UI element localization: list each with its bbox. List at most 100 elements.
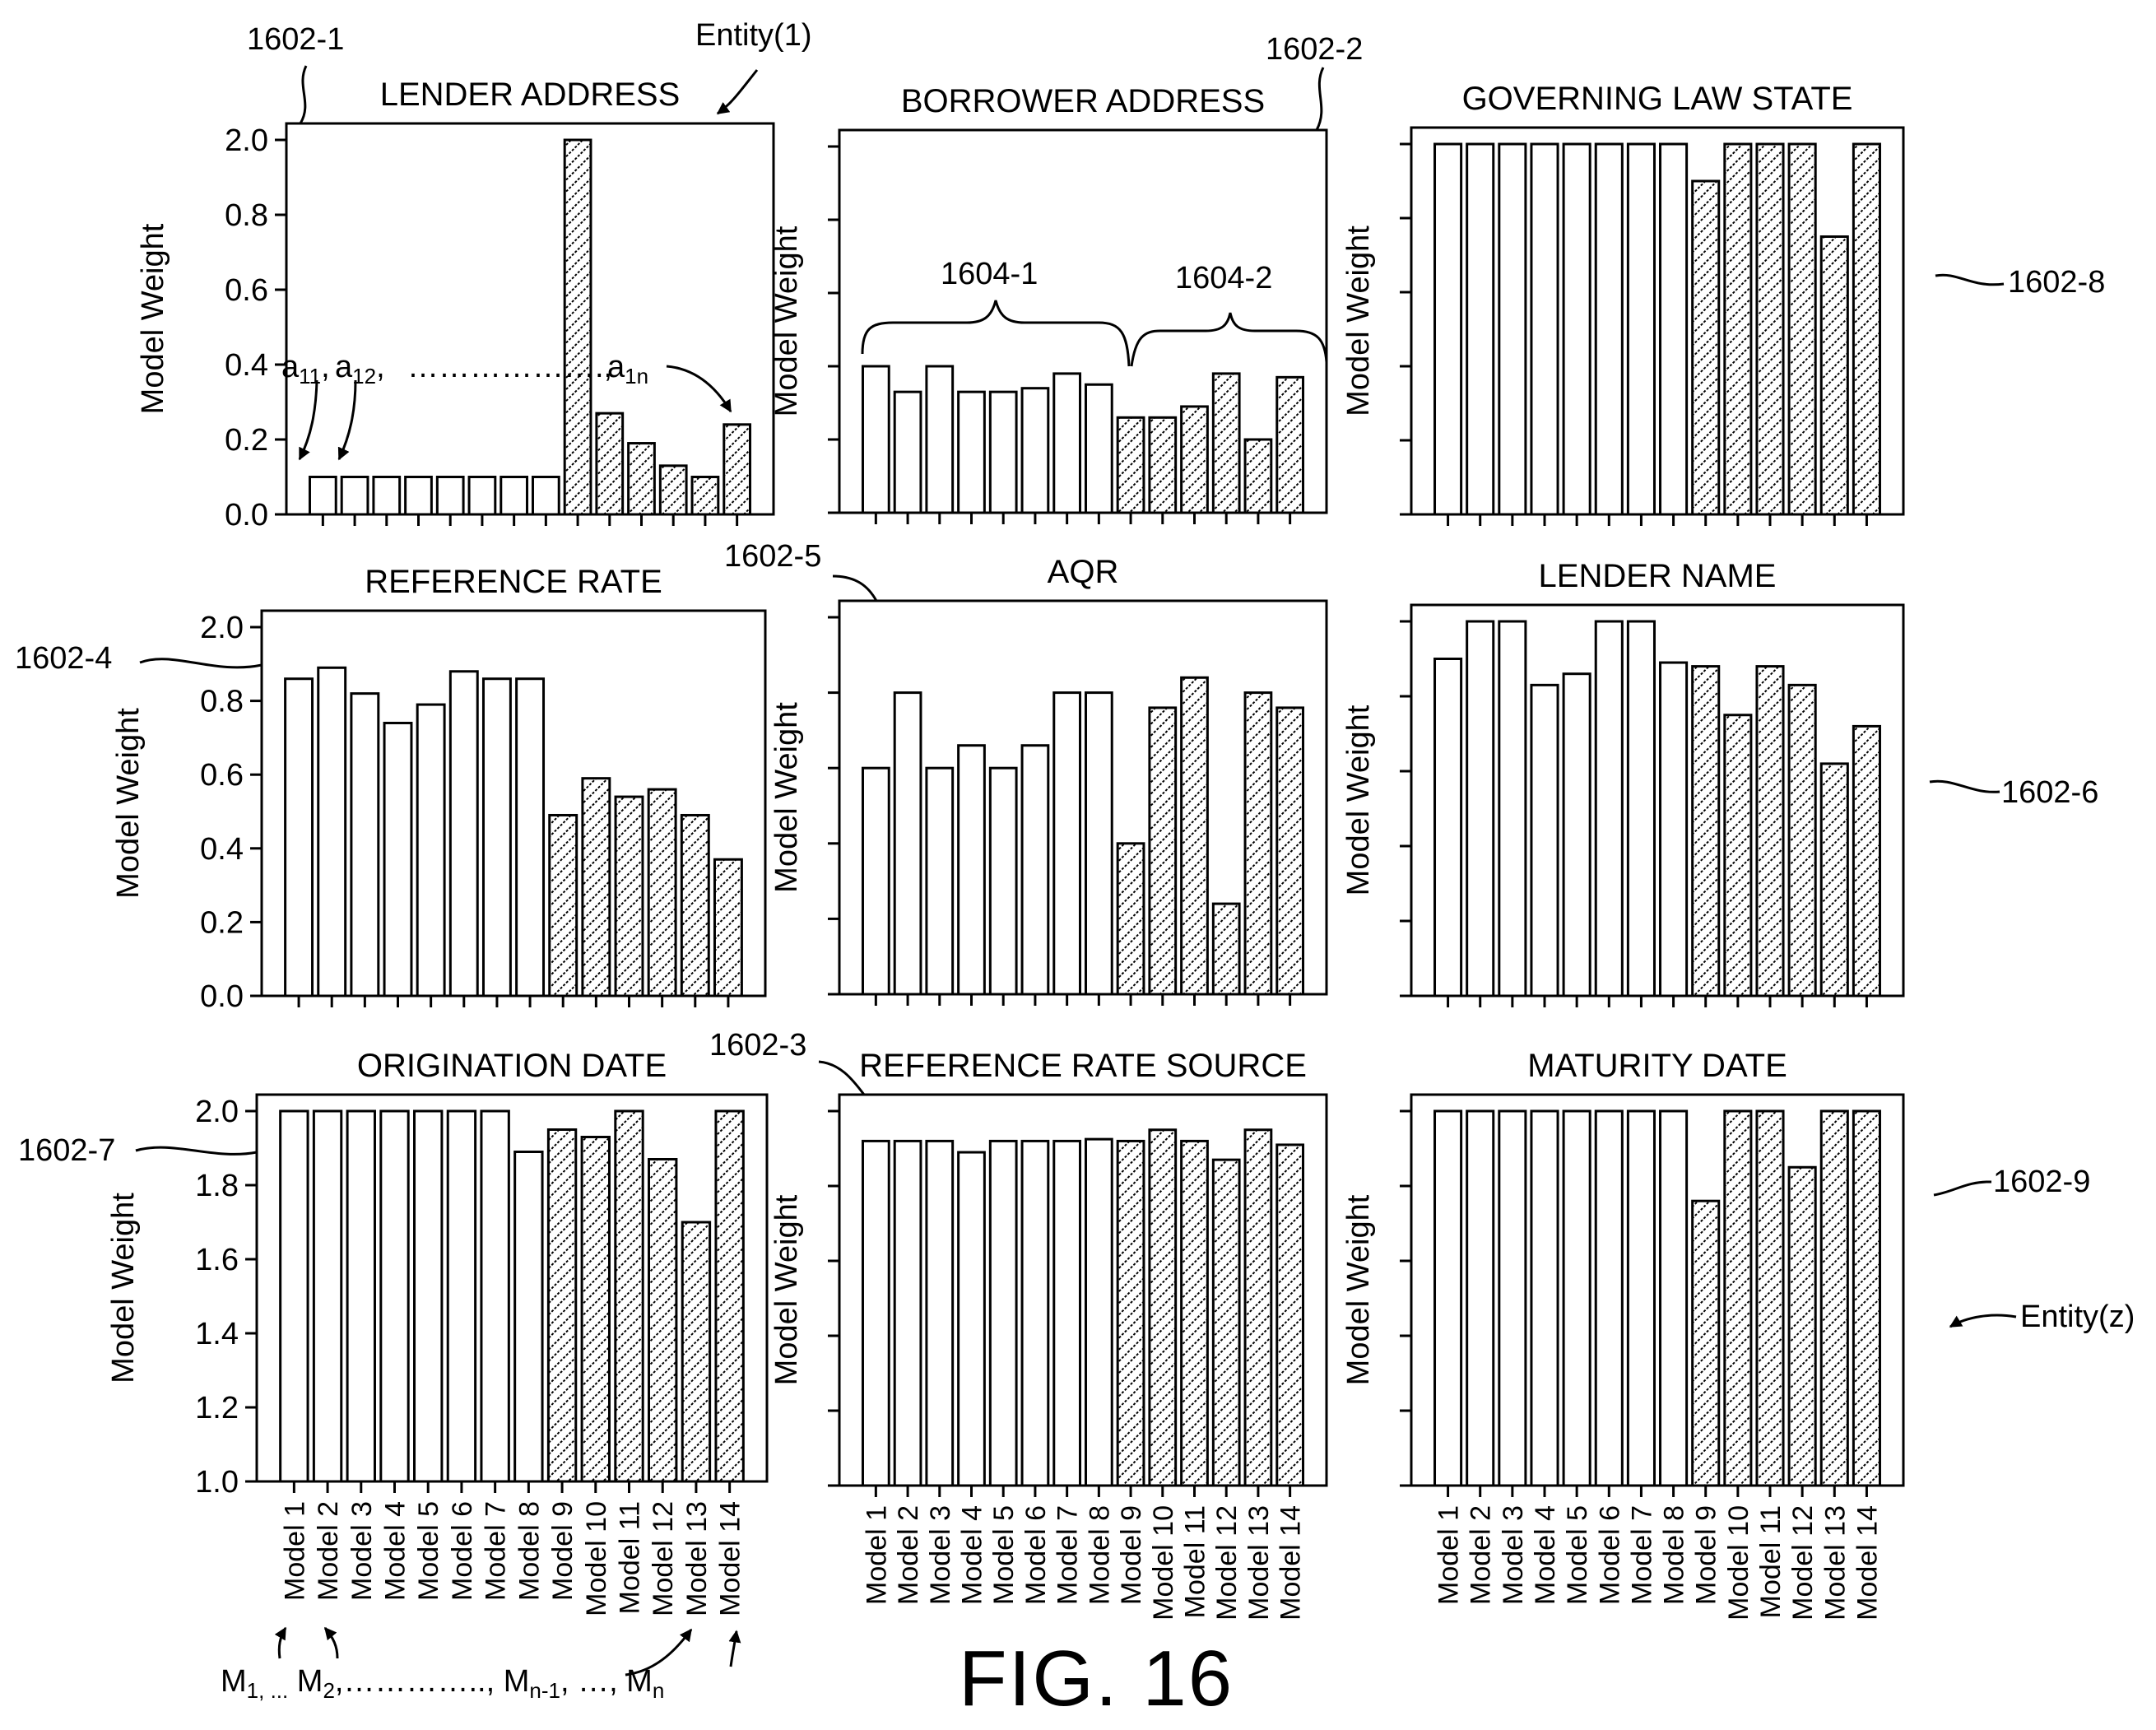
x-tick-label: Model 5 bbox=[1562, 1505, 1593, 1605]
chart-title: GOVERNING LAW STATE bbox=[1462, 81, 1853, 117]
bar-model-8 bbox=[1084, 691, 1113, 996]
x-tick-label: Model 4 bbox=[380, 1501, 411, 1601]
label-a11: a11, bbox=[281, 350, 330, 388]
y-tick-label: 0.8 bbox=[200, 685, 244, 719]
bar-model-10 bbox=[1148, 706, 1178, 996]
leader-1602-2 bbox=[1315, 67, 1325, 131]
bar-model-4 bbox=[1530, 1109, 1559, 1487]
label-m-sequence: M1, ... M2,………….., Mn-1, …, Mn bbox=[221, 1664, 664, 1703]
arrow-a1n bbox=[666, 365, 732, 413]
bar-model-5 bbox=[1562, 142, 1591, 516]
y-tick-label: 0.4 bbox=[200, 832, 244, 867]
plot-frame bbox=[838, 1093, 1328, 1487]
bar-model-10 bbox=[1723, 714, 1753, 998]
bar-model-12 bbox=[647, 788, 677, 998]
label-1602-8: 1602-8 bbox=[2008, 265, 2105, 300]
brace-1604-1 bbox=[861, 300, 1131, 367]
bar-model-13 bbox=[1819, 235, 1849, 516]
bar-model-2 bbox=[340, 476, 369, 516]
y-tick-label: 0.6 bbox=[200, 758, 244, 793]
label-1602-9: 1602-9 bbox=[1993, 1165, 2090, 1199]
x-tick-label: Model 12 bbox=[1211, 1505, 1243, 1621]
chart-title: LENDER ADDRESS bbox=[380, 77, 681, 113]
bar-model-1 bbox=[279, 1109, 309, 1483]
y-tick-label: 1.6 bbox=[195, 1243, 239, 1277]
y-tick-label: 0.6 bbox=[225, 273, 268, 308]
chart-1602-1: LENDER ADDRESS Model Weight 0.0 0.2 0.4 0.6 0.… bbox=[136, 77, 775, 532]
x-tick-label: Model 3 bbox=[346, 1501, 378, 1601]
bar-model-7 bbox=[1626, 1109, 1656, 1487]
bar-model-4 bbox=[379, 1109, 410, 1483]
plot-frame bbox=[1410, 1093, 1905, 1487]
bar-model-9 bbox=[546, 1128, 578, 1483]
x-tick-label: Model 7 bbox=[1626, 1505, 1657, 1605]
bar-model-8 bbox=[531, 476, 560, 516]
bar-model-2 bbox=[317, 666, 347, 998]
y-tick-label: 0.0 bbox=[225, 498, 268, 532]
leader-1602-3 bbox=[818, 1060, 866, 1095]
bar-model-11 bbox=[1755, 665, 1785, 998]
bar-model-3 bbox=[1498, 1109, 1527, 1487]
bar-model-4 bbox=[957, 744, 986, 996]
bar-model-9 bbox=[548, 813, 578, 998]
bar-model-11 bbox=[1180, 405, 1209, 514]
bar-model-3 bbox=[925, 365, 955, 514]
annotation-text: 1602-1 Entity(1) 1602-2 1602-8 1602-4 16… bbox=[15, 18, 2135, 1703]
bar-model-12 bbox=[1211, 1158, 1241, 1487]
bar-model-8 bbox=[1084, 383, 1113, 514]
bar-model-3 bbox=[346, 1109, 376, 1483]
x-tick-label: Model 10 bbox=[1148, 1505, 1179, 1621]
plot-frame bbox=[838, 599, 1328, 996]
bar-model-9 bbox=[1116, 416, 1145, 514]
y-tick-label: 0.2 bbox=[200, 905, 244, 940]
bar-model-4 bbox=[1530, 683, 1559, 998]
bar-model-10 bbox=[1723, 1109, 1753, 1487]
bar-model-12 bbox=[658, 464, 688, 516]
x-tick-label: Model 8 bbox=[1659, 1505, 1690, 1605]
bar-model-6 bbox=[1020, 744, 1050, 996]
figure-caption: FIG. 16 bbox=[959, 1635, 1234, 1723]
bar-model-12 bbox=[1787, 683, 1817, 998]
bar-model-11 bbox=[614, 795, 644, 998]
bar-model-1 bbox=[861, 1139, 890, 1487]
x-tick-label: Model 2 bbox=[893, 1505, 924, 1605]
y-tick-label: 2.0 bbox=[225, 123, 268, 158]
plot-frame bbox=[285, 122, 775, 516]
bar-model-6 bbox=[467, 476, 497, 516]
bar-model-5 bbox=[988, 390, 1018, 514]
bar-model-12 bbox=[1787, 1165, 1817, 1487]
plot-frame bbox=[1410, 126, 1905, 516]
bar-model-12 bbox=[648, 1158, 678, 1483]
bar-model-13 bbox=[680, 813, 710, 998]
y-tick-label: 1.8 bbox=[195, 1169, 239, 1203]
x-tick-label: Model 3 bbox=[1498, 1505, 1529, 1605]
bar-model-9 bbox=[1691, 179, 1721, 516]
x-tick-label: Model 10 bbox=[1723, 1505, 1754, 1621]
arrow-a12 bbox=[337, 379, 357, 461]
leader-1602-8 bbox=[1935, 273, 2005, 286]
chart-1602-2: BORROWER ADDRESS Model Weight bbox=[769, 83, 1328, 524]
bar-model-8 bbox=[1084, 1137, 1113, 1487]
bar-model-11 bbox=[627, 442, 656, 516]
bar-model-3 bbox=[925, 766, 955, 996]
x-tick-label: Model 7 bbox=[481, 1501, 512, 1601]
bar-model-5 bbox=[413, 1109, 444, 1483]
bar-model-13 bbox=[1243, 691, 1273, 996]
bar-model-6 bbox=[446, 1109, 477, 1483]
bar-model-7 bbox=[1052, 372, 1082, 514]
leader-1602-5 bbox=[832, 574, 878, 602]
chart-1602-3: REFERENCE RATE SOURCE Model Weight Model 1… bbox=[769, 1048, 1328, 1621]
x-tick-label: Model 4 bbox=[957, 1505, 988, 1605]
x-tick-label: Model 3 bbox=[925, 1505, 956, 1605]
leader-1602-4 bbox=[139, 658, 263, 669]
arrow-m2 bbox=[323, 1626, 339, 1659]
brace-1604-2 bbox=[1130, 312, 1328, 367]
bar-model-5 bbox=[988, 1139, 1018, 1487]
bar-model-7 bbox=[481, 677, 512, 998]
x-tick-label: Model 9 bbox=[547, 1501, 578, 1601]
x-tick-label: Model 13 bbox=[1243, 1505, 1275, 1621]
label-1602-3: 1602-3 bbox=[709, 1028, 806, 1063]
label-1604-2: 1604-2 bbox=[1175, 261, 1272, 295]
bar-model-10 bbox=[595, 412, 625, 516]
